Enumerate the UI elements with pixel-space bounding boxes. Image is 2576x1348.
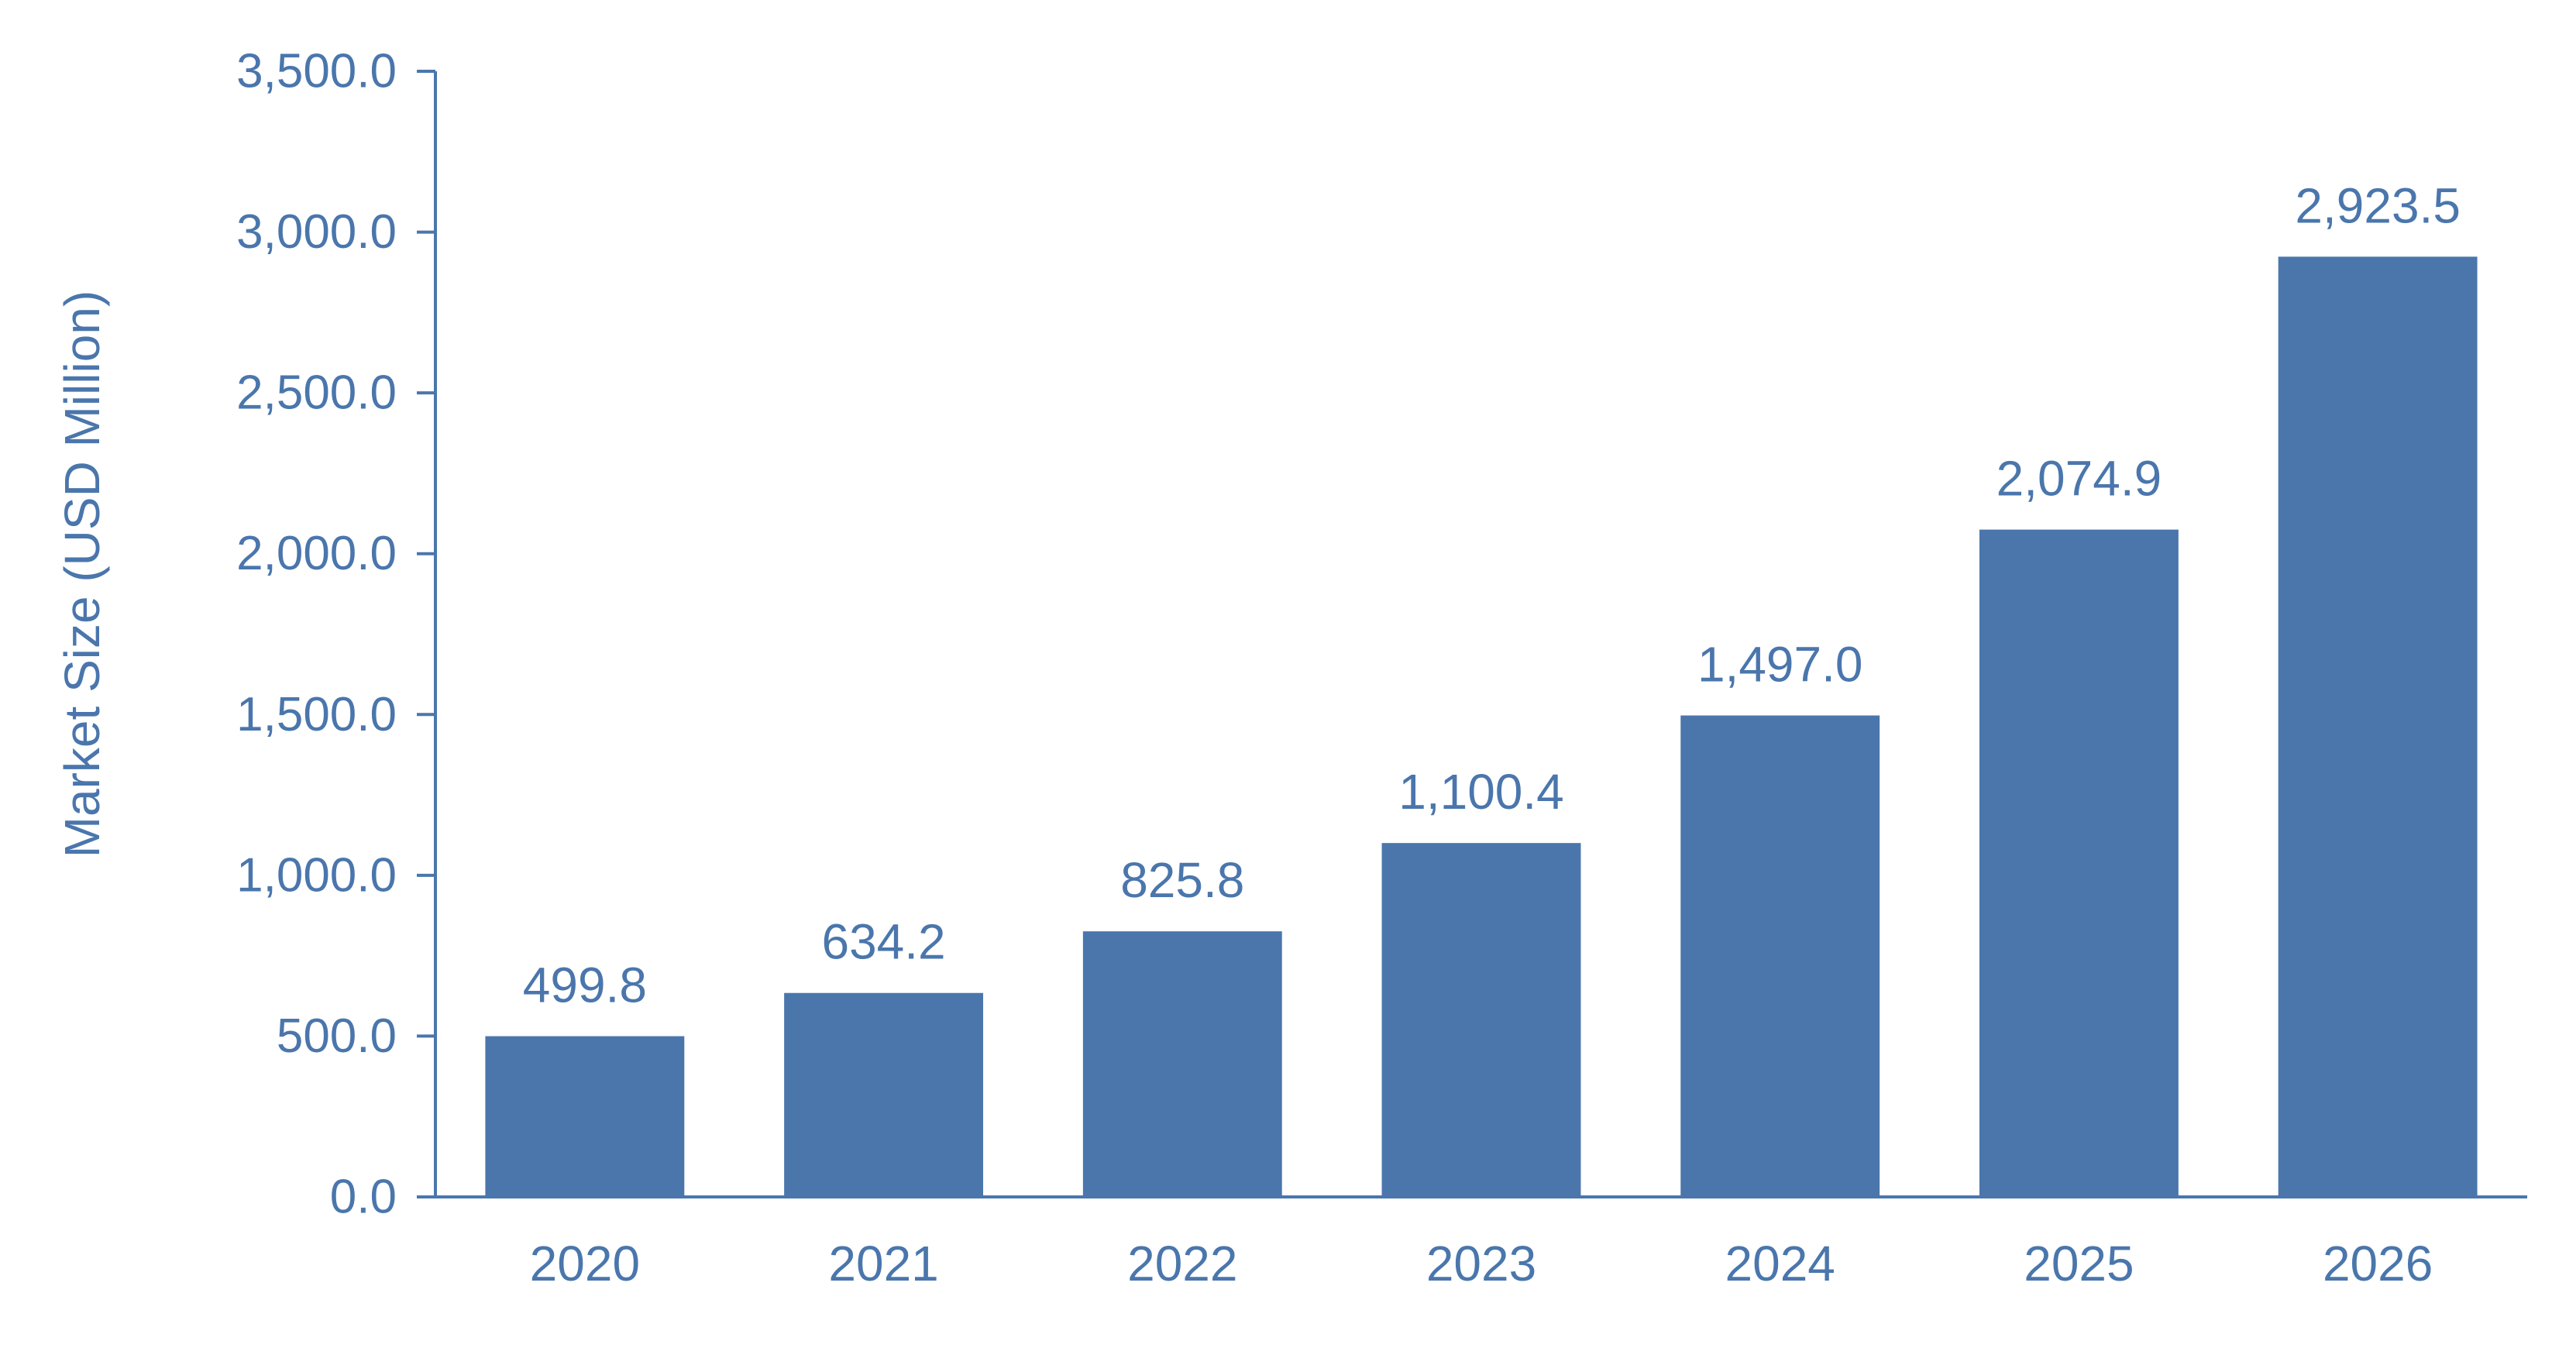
y-tick-label: 500.0 — [277, 1009, 397, 1063]
x-tick-label-2025: 2025 — [2024, 1236, 2134, 1291]
y-axis-label: Market Size (USD Million) — [54, 291, 110, 858]
y-axis-label-group: Market Size (USD Million) — [54, 291, 110, 858]
bars-group — [485, 256, 2478, 1198]
y-tick-label: 3,000.0 — [236, 205, 397, 259]
data-label-2025: 2,074.9 — [1996, 451, 2162, 507]
y-axis: 0.0 500.0 1,000.0 1,500.0 2,000.0 2,500.0 3,00… — [236, 45, 437, 1224]
bar-2023 — [1381, 843, 1581, 1197]
x-tick-label-2023: 2023 — [1426, 1236, 1536, 1291]
x-tick-label-2020: 2020 — [530, 1236, 640, 1291]
y-tick-label: 1,000.0 — [236, 848, 397, 902]
data-label-2020: 499.8 — [523, 958, 647, 1013]
bar-2021 — [784, 992, 984, 1197]
x-tick-label-2022: 2022 — [1127, 1236, 1237, 1291]
y-tick-label: 0.0 — [330, 1171, 397, 1224]
bar-2024 — [1680, 715, 1880, 1197]
data-label-2023: 1,100.4 — [1398, 764, 1564, 820]
x-tick-label-2026: 2026 — [2323, 1236, 2433, 1291]
y-tick-label: 2,000.0 — [236, 527, 397, 580]
data-label-2022: 825.8 — [1120, 852, 1244, 908]
y-tick-label: 2,500.0 — [236, 366, 397, 420]
bar-2022 — [1082, 931, 1282, 1197]
data-label-2024: 1,497.0 — [1697, 637, 1863, 693]
bar-2026 — [2278, 256, 2478, 1198]
x-tick-labels-group: 2020 2021 2022 2023 2024 2025 2026 — [530, 1236, 2433, 1291]
x-tick-label-2021: 2021 — [828, 1236, 938, 1291]
bar-2025 — [1979, 529, 2179, 1197]
data-label-2026: 2,923.5 — [2295, 177, 2461, 233]
data-label-2021: 634.2 — [821, 914, 945, 970]
y-tick-label: 1,500.0 — [236, 688, 397, 741]
value-labels-group: 499.8 634.2 825.8 1,100.4 1,497.0 2,074.9 2,92… — [523, 177, 2461, 1013]
y-tick-label: 3,500.0 — [236, 45, 397, 98]
x-tick-label-2024: 2024 — [1725, 1236, 1835, 1291]
bar-2020 — [485, 1036, 685, 1197]
